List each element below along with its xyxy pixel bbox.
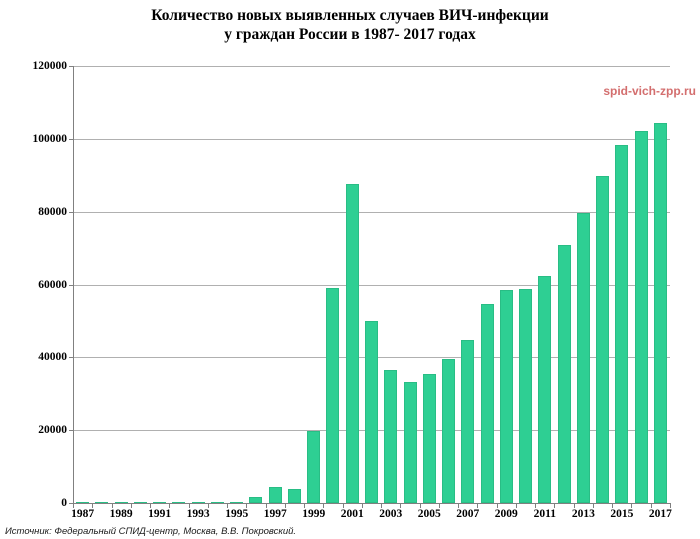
x-axis-tick [535, 504, 537, 508]
x-axis-tick [361, 504, 363, 508]
x-axis-tick [400, 504, 402, 508]
x-axis-tick [592, 504, 594, 508]
bar-2008 [480, 304, 494, 503]
y-axis-tick-0 [69, 503, 73, 504]
bar-2015 [615, 145, 629, 503]
y-tick-label-0: 0 [61, 497, 67, 509]
x-axis-line [73, 503, 671, 504]
x-axis-tick [631, 504, 633, 508]
bar-2010 [519, 289, 533, 503]
x-axis-tick [477, 504, 479, 508]
gridline-120000 [73, 66, 670, 67]
x-axis-tick [227, 504, 229, 508]
x-axis-tick [150, 504, 152, 508]
x-axis-tick [496, 504, 498, 508]
chart-title-line2: у граждан России в 1987- 2017 годах [224, 26, 476, 43]
bar-2017 [653, 122, 667, 503]
gridline-100000 [73, 138, 670, 140]
y-tick-label-120000: 120000 [32, 60, 68, 72]
bar-2004 [403, 381, 417, 503]
x-axis-tick [188, 504, 190, 508]
x-axis-tick [670, 504, 671, 508]
x-axis-tick [169, 504, 171, 508]
x-tick-label-2007: 2007 [456, 508, 480, 520]
x-tick-label-2011: 2011 [533, 508, 556, 520]
bar-2007 [461, 340, 475, 503]
x-tick-label-1987: 1987 [71, 508, 95, 520]
y-axis-tick-120000 [69, 66, 73, 67]
chart-title: Количество новых выявленных случаев ВИЧ-… [0, 6, 700, 44]
y-tick-label-80000: 80000 [38, 205, 67, 218]
x-axis-tick [650, 504, 652, 508]
bar-2014 [596, 175, 610, 503]
x-tick-label-2009: 2009 [494, 508, 518, 520]
bar-2006 [442, 358, 456, 503]
x-tick-label-2017: 2017 [648, 508, 672, 520]
gridline-60000 [73, 284, 670, 286]
bar-1999 [307, 431, 321, 503]
x-axis-tick [73, 504, 74, 508]
x-tick-label-1989: 1989 [109, 508, 133, 520]
x-axis-tick [419, 504, 421, 508]
bar-2002 [365, 321, 378, 503]
x-axis-tick [130, 504, 132, 508]
x-tick-label-1995: 1995 [225, 508, 249, 520]
y-axis-tick-100000 [69, 138, 73, 140]
chart-title-line1: Количество новых выявленных случаев ВИЧ-… [151, 7, 549, 24]
x-axis-tick [573, 504, 575, 508]
y-axis-tick-80000 [69, 211, 73, 213]
x-tick-label-2015: 2015 [610, 508, 634, 520]
x-axis-tick [515, 504, 517, 508]
bar-2016 [634, 130, 648, 503]
x-axis-tick [284, 504, 286, 508]
plot-area [69, 66, 671, 508]
y-axis-line [73, 66, 74, 503]
y-axis-tick-60000 [69, 284, 73, 286]
watermark-text: spid-vich-zpp.ru [603, 84, 696, 98]
bar-2000 [326, 287, 340, 503]
bar-2003 [384, 370, 398, 503]
bar-1997 [268, 487, 282, 503]
x-tick-label-2005: 2005 [417, 508, 441, 520]
x-axis-tick [111, 504, 113, 508]
bar-2005 [422, 373, 436, 503]
x-axis-tick [438, 504, 440, 508]
source-note: Источник: Федеральный СПИД-центр, Москва… [5, 526, 297, 537]
bar-2012 [557, 245, 571, 503]
x-axis-tick [323, 504, 325, 508]
gridline-80000 [73, 211, 670, 213]
x-tick-label-1993: 1993 [186, 508, 210, 520]
bar-1998 [287, 488, 301, 503]
x-axis-tick [207, 504, 209, 508]
y-tick-label-60000: 60000 [38, 278, 67, 291]
x-tick-label-2003: 2003 [379, 508, 403, 520]
x-tick-label-1991: 1991 [148, 508, 172, 520]
bar-2011 [538, 275, 552, 503]
bar-2013 [576, 212, 590, 503]
x-axis-tick [381, 504, 383, 508]
x-axis-tick [265, 504, 267, 508]
x-axis-tick [304, 504, 306, 508]
y-axis-tick-20000 [69, 430, 73, 432]
x-axis-tick [246, 504, 248, 508]
x-tick-label-1997: 1997 [263, 508, 287, 520]
x-axis-tick [92, 504, 94, 508]
x-axis-tick [458, 504, 460, 508]
x-axis-tick [342, 504, 344, 508]
x-axis-tick [554, 504, 556, 508]
bar-2001 [345, 183, 359, 503]
y-axis-tick-40000 [69, 357, 73, 359]
x-tick-label-2001: 2001 [340, 508, 364, 520]
y-tick-label-20000: 20000 [38, 424, 67, 437]
bar-2009 [499, 290, 513, 503]
y-tick-label-40000: 40000 [38, 351, 67, 364]
x-tick-label-1999: 1999 [302, 508, 326, 520]
bar-1996 [249, 497, 263, 503]
y-tick-label-100000: 100000 [32, 132, 68, 145]
x-tick-label-2013: 2013 [571, 508, 595, 520]
x-axis-tick [612, 504, 614, 508]
